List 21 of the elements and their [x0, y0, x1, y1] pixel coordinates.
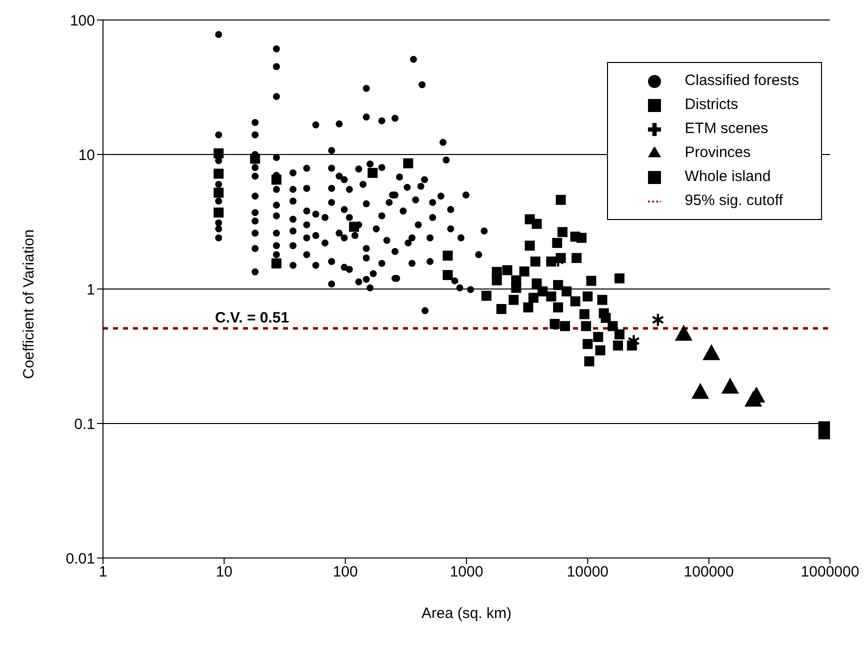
x-tick-label: 1 — [98, 564, 108, 581]
legend-label: Districts — [684, 96, 738, 113]
legend-label: ETM scenes — [684, 120, 768, 137]
x-tick-label: 1000 — [450, 564, 484, 581]
y-tick-label: 10 — [78, 146, 95, 164]
x-tick-label: 100 — [332, 564, 358, 581]
legend-label: Whole island — [684, 168, 771, 185]
annotation: C.V. = 0.51 — [215, 309, 290, 326]
x-axis-title: Area (sq. km) — [421, 605, 512, 622]
y-axis-title: Coefficient of Variation — [20, 229, 38, 379]
legend-label: 95% sig. cutoff — [684, 192, 783, 209]
y-tick-label: 1 — [86, 281, 95, 298]
y-tick-label: 0.1 — [74, 416, 95, 433]
x-tick-label: 10000 — [566, 564, 609, 581]
legend-label: Provinces — [684, 144, 751, 161]
x-tick-label: 1000000 — [800, 564, 860, 581]
y-tick-label: 100 — [70, 12, 95, 30]
x-tick-label: 100000 — [684, 564, 734, 581]
x-tick-label: 10 — [216, 564, 233, 581]
legend-label: Classified forests — [684, 72, 799, 89]
y-tick-label: 0.01 — [66, 550, 95, 568]
